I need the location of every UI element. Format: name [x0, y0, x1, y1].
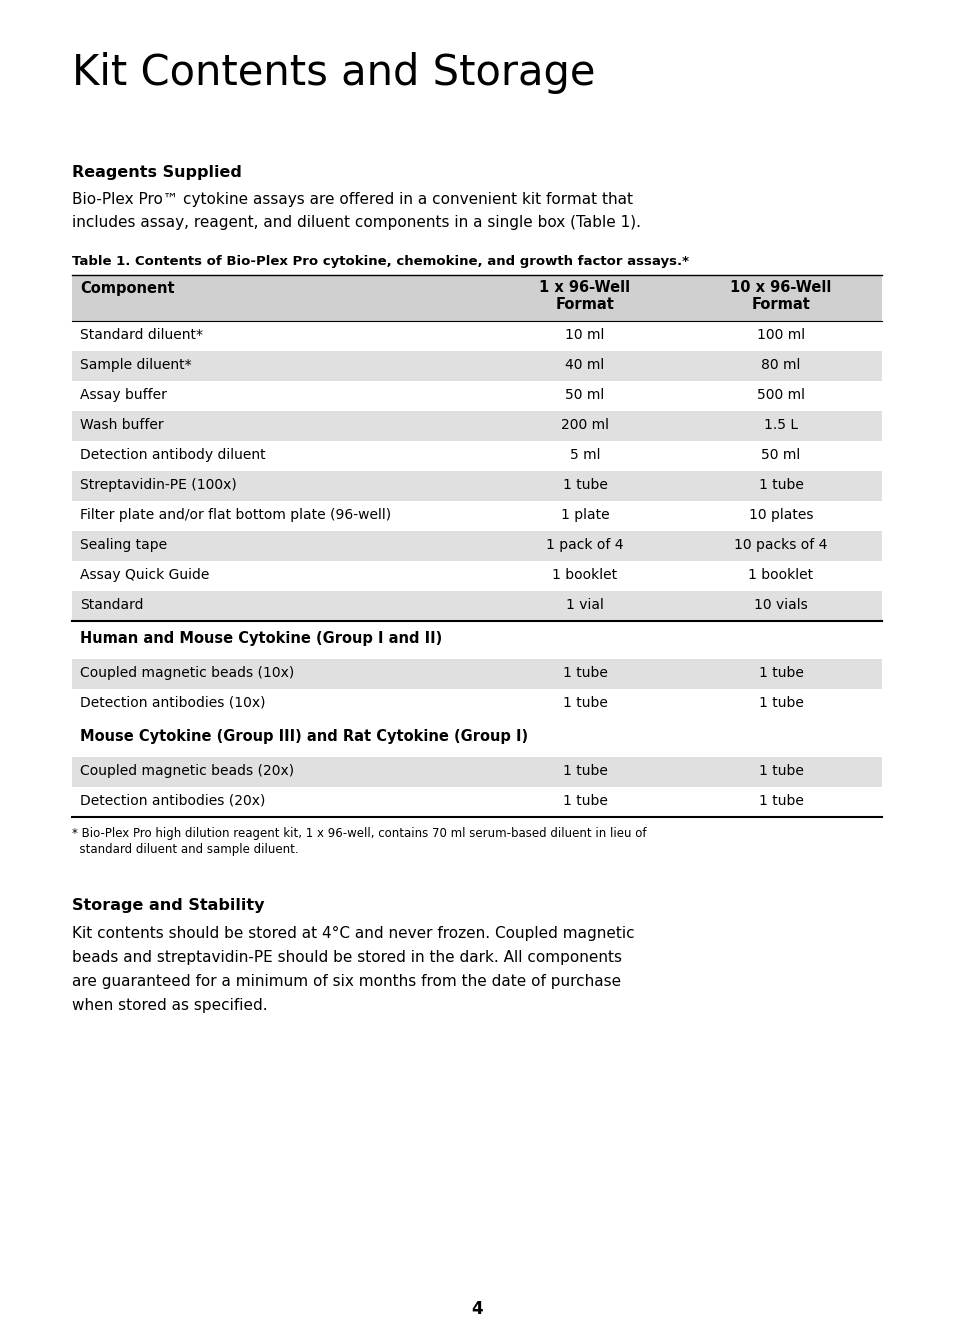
- Text: 80 ml: 80 ml: [760, 358, 800, 371]
- Text: Bio-Plex Pro™ cytokine assays are offered in a convenient kit format that: Bio-Plex Pro™ cytokine assays are offere…: [71, 192, 633, 207]
- Text: 1 pack of 4: 1 pack of 4: [546, 538, 623, 552]
- Bar: [71, 758, 882, 787]
- Bar: [71, 441, 882, 472]
- Text: Component: Component: [80, 281, 174, 297]
- Bar: [71, 787, 882, 818]
- Text: Streptavidin-PE (100x): Streptavidin-PE (100x): [80, 478, 236, 492]
- Text: 10 x 96-Well
Format: 10 x 96-Well Format: [730, 281, 831, 313]
- Bar: [71, 591, 882, 621]
- Text: Table 1. Contents of Bio-Plex Pro cytokine, chemokine, and growth factor assays.: Table 1. Contents of Bio-Plex Pro cytoki…: [71, 255, 688, 269]
- Text: 1 tube: 1 tube: [758, 764, 802, 778]
- Text: Mouse Cytokine (Group III) and Rat Cytokine (Group I): Mouse Cytokine (Group III) and Rat Cytok…: [80, 729, 528, 744]
- Text: Sample diluent*: Sample diluent*: [80, 358, 192, 371]
- Text: includes assay, reagent, and diluent components in a single box (Table 1).: includes assay, reagent, and diluent com…: [71, 215, 640, 230]
- Text: Standard diluent*: Standard diluent*: [80, 329, 203, 342]
- Text: 1.5 L: 1.5 L: [763, 418, 798, 432]
- Text: 1 tube: 1 tube: [562, 667, 607, 680]
- Text: 4: 4: [471, 1300, 482, 1319]
- Text: Sealing tape: Sealing tape: [80, 538, 167, 552]
- Text: Coupled magnetic beads (10x): Coupled magnetic beads (10x): [80, 667, 294, 680]
- Text: 10 ml: 10 ml: [565, 329, 604, 342]
- Text: 1 booklet: 1 booklet: [552, 568, 617, 582]
- Text: 10 packs of 4: 10 packs of 4: [734, 538, 827, 552]
- Text: 10 plates: 10 plates: [748, 508, 812, 522]
- Text: Kit contents should be stored at 4°C and never frozen. Coupled magnetic: Kit contents should be stored at 4°C and…: [71, 926, 634, 941]
- Text: Detection antibodies (20x): Detection antibodies (20x): [80, 794, 265, 808]
- Text: 1 tube: 1 tube: [562, 478, 607, 492]
- Text: 1 tube: 1 tube: [758, 478, 802, 492]
- Bar: [71, 321, 882, 351]
- Text: Filter plate and/or flat bottom plate (96-well): Filter plate and/or flat bottom plate (9…: [80, 508, 391, 522]
- Text: Coupled magnetic beads (20x): Coupled magnetic beads (20x): [80, 764, 294, 778]
- Text: standard diluent and sample diluent.: standard diluent and sample diluent.: [71, 843, 298, 856]
- Text: 1 vial: 1 vial: [565, 599, 603, 612]
- Text: Detection antibodies (10x): Detection antibodies (10x): [80, 696, 265, 709]
- Bar: [71, 351, 882, 381]
- Text: 10 vials: 10 vials: [753, 599, 807, 612]
- Text: Standard: Standard: [80, 599, 143, 612]
- Text: when stored as specified.: when stored as specified.: [71, 998, 268, 1013]
- Bar: [71, 381, 882, 411]
- Text: 1 tube: 1 tube: [562, 764, 607, 778]
- Bar: [71, 275, 882, 321]
- Bar: [71, 530, 882, 561]
- Text: 50 ml: 50 ml: [760, 448, 800, 462]
- Text: 1 tube: 1 tube: [758, 667, 802, 680]
- Text: Assay Quick Guide: Assay Quick Guide: [80, 568, 209, 582]
- Text: Kit Contents and Storage: Kit Contents and Storage: [71, 52, 595, 94]
- Text: Storage and Stability: Storage and Stability: [71, 898, 264, 912]
- Text: 1 tube: 1 tube: [562, 696, 607, 709]
- Bar: [71, 411, 882, 441]
- Bar: [71, 501, 882, 530]
- Text: 40 ml: 40 ml: [565, 358, 604, 371]
- Text: 5 ml: 5 ml: [569, 448, 599, 462]
- Text: 1 x 96-Well
Format: 1 x 96-Well Format: [538, 281, 630, 313]
- Text: 1 tube: 1 tube: [758, 696, 802, 709]
- Text: beads and streptavidin-PE should be stored in the dark. All components: beads and streptavidin-PE should be stor…: [71, 950, 621, 965]
- Text: Assay buffer: Assay buffer: [80, 387, 167, 402]
- Text: Detection antibody diluent: Detection antibody diluent: [80, 448, 265, 462]
- Text: 1 booklet: 1 booklet: [748, 568, 813, 582]
- Bar: [71, 689, 882, 719]
- Bar: [71, 472, 882, 501]
- Text: Wash buffer: Wash buffer: [80, 418, 164, 432]
- Text: 1 plate: 1 plate: [560, 508, 609, 522]
- Text: 1 tube: 1 tube: [562, 794, 607, 808]
- Text: Human and Mouse Cytokine (Group I and II): Human and Mouse Cytokine (Group I and II…: [80, 631, 442, 647]
- Text: 50 ml: 50 ml: [565, 387, 604, 402]
- Text: are guaranteed for a minimum of six months from the date of purchase: are guaranteed for a minimum of six mont…: [71, 974, 620, 989]
- Text: * Bio-Plex Pro high dilution reagent kit, 1 x 96-well, contains 70 ml serum-base: * Bio-Plex Pro high dilution reagent kit…: [71, 827, 646, 840]
- Text: 1 tube: 1 tube: [758, 794, 802, 808]
- Text: 200 ml: 200 ml: [560, 418, 608, 432]
- Text: Reagents Supplied: Reagents Supplied: [71, 166, 242, 180]
- Bar: [71, 659, 882, 689]
- Text: 500 ml: 500 ml: [757, 387, 804, 402]
- Text: 100 ml: 100 ml: [756, 329, 804, 342]
- Bar: [71, 561, 882, 591]
